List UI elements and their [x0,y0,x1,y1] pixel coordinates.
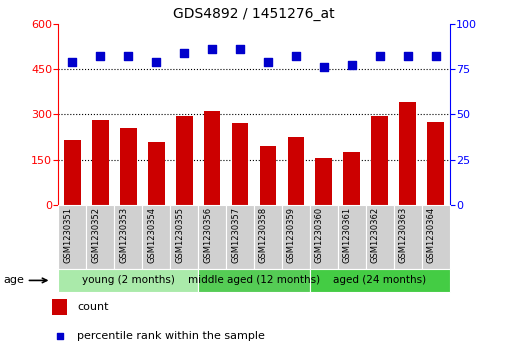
Bar [427,122,444,205]
Bar [204,111,220,205]
Bar [148,142,165,205]
Text: GSM1230352: GSM1230352 [91,207,100,263]
Point [55,333,64,338]
Text: GSM1230361: GSM1230361 [343,207,352,263]
Bar [343,152,360,205]
Bar [58,205,86,269]
Bar [394,205,422,269]
Bar [422,205,450,269]
Text: GSM1230356: GSM1230356 [203,207,212,263]
Bar [92,121,109,205]
Point [208,46,216,52]
Point [68,59,76,65]
Text: young (2 months): young (2 months) [82,276,175,285]
Bar [288,137,304,205]
Bar [114,205,142,269]
Text: GSM1230364: GSM1230364 [427,207,435,263]
Text: count: count [77,302,109,312]
Bar [366,205,394,269]
Text: GSM1230353: GSM1230353 [119,207,128,263]
Point [403,53,411,59]
Bar [232,123,248,205]
Bar [120,128,137,205]
Text: GSM1230354: GSM1230354 [147,207,156,263]
Text: GSM1230359: GSM1230359 [287,207,296,263]
Text: middle aged (12 months): middle aged (12 months) [188,276,320,285]
Point [347,62,356,68]
Bar [371,116,388,205]
Bar [198,205,226,269]
Bar [254,205,282,269]
Text: GSM1230351: GSM1230351 [64,207,72,263]
Bar [198,269,310,292]
Text: GSM1230355: GSM1230355 [175,207,184,263]
Point [431,53,439,59]
Bar [338,205,366,269]
Bar [86,205,114,269]
Bar [64,140,81,205]
Bar [142,205,170,269]
Text: percentile rank within the sample: percentile rank within the sample [77,331,265,340]
Text: GSM1230357: GSM1230357 [231,207,240,263]
Bar [310,269,450,292]
Point [320,64,328,70]
Title: GDS4892 / 1451276_at: GDS4892 / 1451276_at [173,7,335,21]
Point [292,53,300,59]
Bar [310,205,338,269]
Text: GSM1230363: GSM1230363 [399,207,407,263]
Text: GSM1230360: GSM1230360 [315,207,324,263]
Point [375,53,384,59]
Bar [170,205,198,269]
Text: age: age [3,276,47,285]
Point [236,46,244,52]
Point [152,59,160,65]
Text: GSM1230358: GSM1230358 [259,207,268,263]
Point [96,53,104,59]
Bar [176,116,193,205]
Bar [52,299,67,315]
Bar [226,205,254,269]
Point [180,50,188,56]
Bar [58,269,198,292]
Text: aged (24 months): aged (24 months) [333,276,426,285]
Text: GSM1230362: GSM1230362 [371,207,379,263]
Bar [260,146,276,205]
Point [264,59,272,65]
Bar [399,102,416,205]
Bar [282,205,310,269]
Point [124,53,132,59]
Bar [315,158,332,205]
